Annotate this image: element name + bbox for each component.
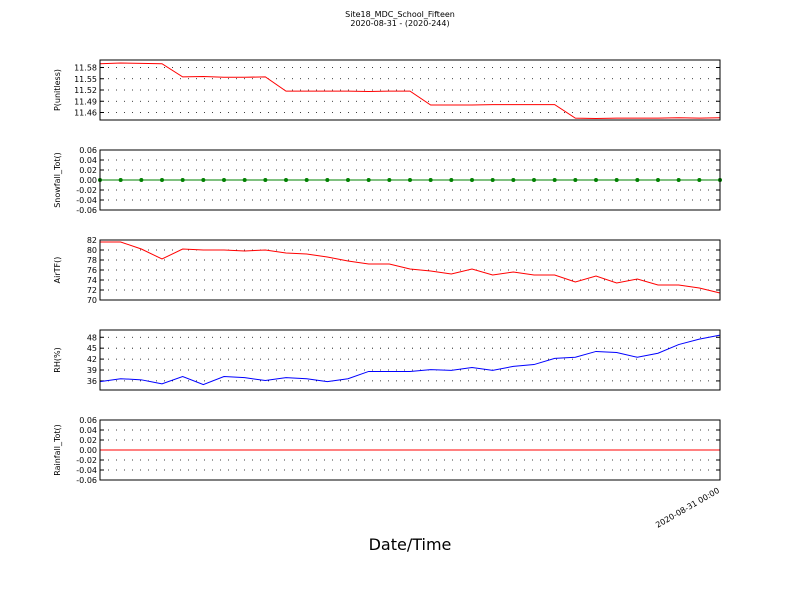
y-tick-label: 11.58: [74, 64, 97, 73]
data-point: [180, 178, 185, 182]
data-point: [284, 178, 288, 182]
y-tick-label: 0.06: [79, 416, 97, 425]
data-line: [100, 241, 721, 294]
data-point: [532, 178, 536, 182]
data-point: [697, 178, 702, 182]
y-tick-label: 0.00: [79, 446, 97, 455]
data-point: [201, 178, 206, 182]
data-point: [387, 178, 392, 182]
y-tick-label: -0.06: [76, 206, 97, 215]
data-point: [222, 178, 226, 182]
axes-frame: [99, 59, 721, 121]
y-tick-label: 0.06: [79, 146, 97, 155]
data-point: [552, 178, 557, 182]
data-point: [304, 178, 309, 182]
y-tick-label: 82: [87, 236, 97, 245]
data-point: [428, 178, 433, 182]
data-point: [118, 178, 123, 182]
y-axis-label: Rainfall_Tot(): [53, 424, 62, 476]
data-point: [490, 178, 495, 182]
x-axis-label: Date/Time: [369, 535, 452, 554]
y-tick-label: 78: [87, 256, 97, 265]
y-tick-label: -0.06: [76, 476, 97, 485]
data-line: [99, 62, 721, 120]
data-point: [635, 178, 640, 182]
data-point: [470, 178, 474, 182]
data-point: [511, 178, 516, 182]
y-tick-label: 11.55: [74, 75, 97, 84]
axes-frame: [99, 149, 721, 211]
y-tick-label: 70: [87, 296, 97, 305]
data-point: [676, 178, 681, 182]
data-point: [366, 178, 371, 182]
y-tick-label: 80: [87, 246, 97, 255]
data-point: [573, 178, 578, 182]
data-point: [139, 178, 144, 182]
y-tick-label: 76: [87, 266, 97, 275]
axes-frame: [99, 419, 721, 481]
y-tick-label: 74: [87, 276, 97, 285]
data-line: [99, 334, 721, 386]
y-tick-label: 39: [87, 366, 97, 375]
y-tick-label: 42: [87, 355, 97, 364]
data-point: [656, 178, 660, 182]
data-point: [614, 178, 619, 182]
y-tick-label: 36: [87, 377, 97, 386]
y-tick-label: -0.04: [76, 196, 97, 205]
data-point: [242, 178, 247, 182]
y-axis-label: AirTF(): [53, 257, 62, 284]
axes-frame: [99, 329, 721, 391]
y-axis-label: P(unitless): [53, 69, 62, 111]
y-tick-label: 0.02: [79, 436, 97, 445]
axes-frame: [99, 239, 721, 301]
y-tick-label: 0.02: [79, 166, 97, 175]
y-tick-label: 72: [87, 286, 97, 295]
y-tick-label: 11.46: [74, 109, 97, 118]
y-tick-label: 11.49: [74, 97, 97, 106]
y-tick-label: -0.04: [76, 466, 97, 475]
data-point: [160, 178, 164, 182]
y-axis-label: RH(%): [53, 347, 62, 372]
data-point: [263, 178, 268, 182]
subtitle: 2020-08-31 - (2020-244): [350, 19, 449, 28]
y-tick-label: 0.04: [79, 156, 97, 165]
data-point: [346, 178, 350, 182]
y-tick-label: 0.00: [79, 176, 97, 185]
y-tick-label: 0.04: [79, 426, 97, 435]
y-tick-label: -0.02: [76, 456, 97, 465]
y-tick-label: 45: [87, 344, 97, 353]
data-point: [325, 178, 330, 182]
data-point: [594, 178, 598, 182]
y-tick-label: 11.52: [74, 86, 97, 95]
y-axis-label: Snowfall_Tot(): [53, 152, 62, 208]
title: Site18_MDC_School_Fifteen: [345, 10, 455, 19]
data-point: [449, 178, 454, 182]
y-tick-label: -0.02: [76, 186, 97, 195]
y-tick-label: 48: [87, 333, 97, 342]
data-point: [408, 178, 412, 182]
